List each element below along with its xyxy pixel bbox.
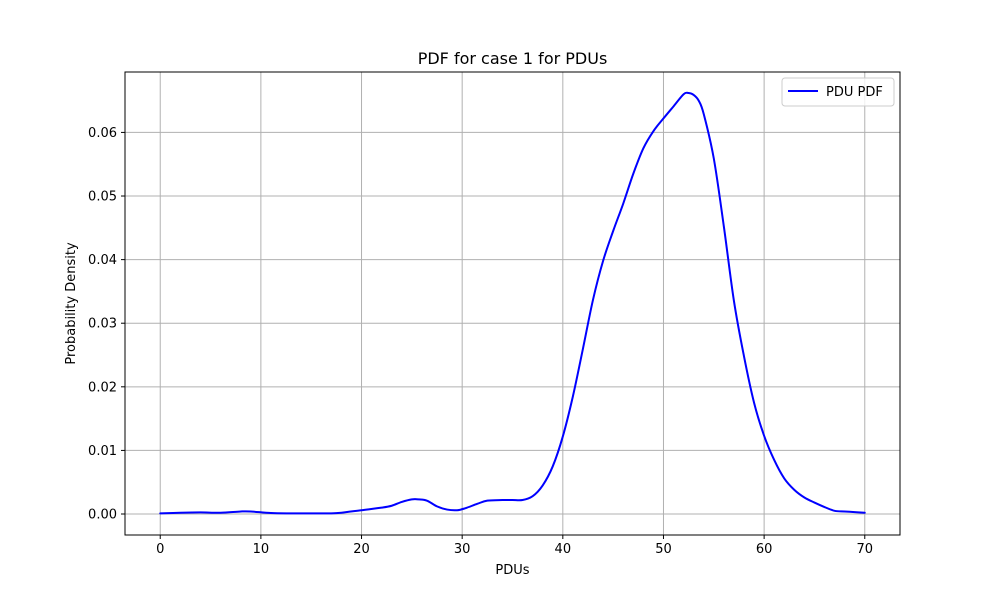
legend: PDU PDF — [781, 77, 895, 107]
y-axis-label: Probability Density — [64, 242, 79, 365]
series-line-pdu-pdf — [159, 91, 866, 515]
chart-title: PDF for case 1 for PDUs — [418, 49, 608, 68]
x-tick-label: 70 — [856, 542, 873, 557]
legend-label: PDU PDF — [826, 85, 883, 100]
x-tick-label: 40 — [555, 542, 572, 557]
y-tick-label: 0.02 — [88, 380, 117, 395]
x-tick-label: 50 — [655, 542, 672, 557]
y-tick-label: 0.03 — [88, 317, 117, 332]
x-axis-label: PDUs — [495, 563, 529, 578]
y-tick-label: 0.05 — [88, 190, 117, 205]
legend-box — [781, 77, 895, 107]
y-tick-label: 0.04 — [88, 253, 117, 268]
series-layer — [159, 91, 866, 515]
x-tick-label: 0 — [156, 542, 164, 557]
x-tick-label: 60 — [756, 542, 773, 557]
y-tick-label: 0.01 — [88, 444, 117, 459]
y-tick-label: 0.06 — [88, 126, 117, 141]
x-tick-label: 30 — [454, 542, 471, 557]
y-tick-label: 0.00 — [88, 508, 117, 523]
axis-ticks: 0 10 20 30 40 50 60 70 0.00 0.01 0.02 0.03 0.04 0.05 0… — [88, 126, 873, 557]
x-tick-label: 20 — [353, 542, 370, 557]
x-tick-label: 10 — [253, 542, 270, 557]
plot-area-frame — [124, 71, 901, 536]
